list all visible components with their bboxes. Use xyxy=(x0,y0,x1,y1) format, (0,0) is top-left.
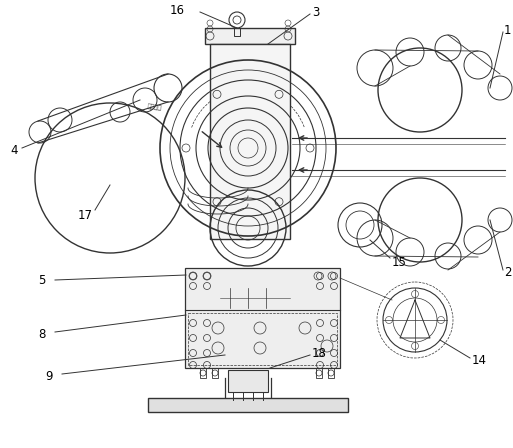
Text: 2: 2 xyxy=(504,266,511,279)
Text: 1: 1 xyxy=(504,23,511,36)
Text: 18: 18 xyxy=(312,346,327,359)
Text: 4: 4 xyxy=(10,143,17,156)
Text: 9: 9 xyxy=(45,370,52,383)
Bar xyxy=(212,368,218,378)
Text: 切断方向: 切断方向 xyxy=(147,103,163,111)
Bar xyxy=(200,368,206,378)
Bar xyxy=(328,368,334,378)
Bar xyxy=(316,368,322,378)
Bar xyxy=(185,268,340,368)
Text: 17: 17 xyxy=(78,208,93,221)
Bar xyxy=(188,313,337,365)
Bar xyxy=(148,398,348,412)
Bar xyxy=(210,44,290,239)
Text: 16: 16 xyxy=(170,4,185,17)
Text: 14: 14 xyxy=(472,353,487,366)
Text: 3: 3 xyxy=(312,5,320,18)
Text: 15: 15 xyxy=(392,255,407,268)
Text: 5: 5 xyxy=(38,273,45,287)
Bar xyxy=(234,28,240,36)
Bar xyxy=(228,370,268,392)
Text: 8: 8 xyxy=(38,327,45,340)
Bar xyxy=(205,28,295,44)
